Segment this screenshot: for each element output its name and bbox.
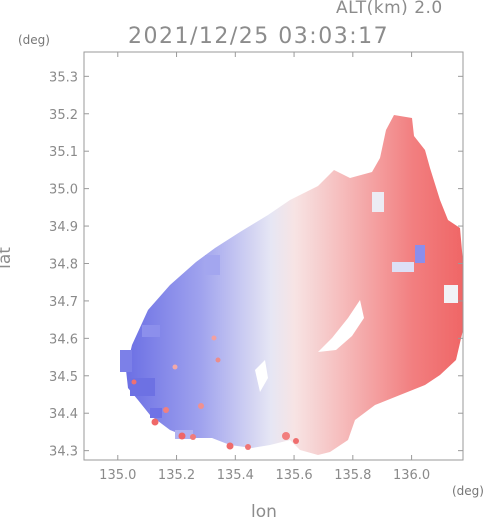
echo-spot <box>211 335 217 341</box>
x-tick-label: 135.4 <box>217 468 254 483</box>
y-tick-label: 34.5 <box>49 370 78 385</box>
echo-spot <box>282 432 290 440</box>
x-tick-label: 135.0 <box>99 468 136 483</box>
echo-gap <box>318 300 364 352</box>
echo-cell <box>392 262 414 272</box>
echo-spot <box>293 438 299 444</box>
y-tick-label: 34.7 <box>49 295 78 310</box>
echo-spot <box>151 418 159 426</box>
y-axis-unit: (deg) <box>18 33 50 47</box>
y-tick-label: 35.3 <box>49 70 78 85</box>
echo-cell <box>142 325 160 337</box>
timestamp-title: 2021/12/25 03:03:17 <box>128 24 390 49</box>
y-tick-label: 35.1 <box>49 145 78 160</box>
echo-gap <box>255 360 268 392</box>
y-tick-label: 34.8 <box>49 257 78 272</box>
altitude-label: ALT(km) 2.0 <box>336 0 443 18</box>
echo-cell <box>150 408 162 418</box>
echo-spot <box>215 357 221 363</box>
echo-spot <box>172 364 178 370</box>
y-tick-label: 35.0 <box>49 183 78 198</box>
echo-spot <box>190 434 196 440</box>
echo-spot <box>131 379 137 385</box>
echo-spot <box>226 442 234 450</box>
y-tick-label: 35.2 <box>49 108 78 123</box>
y-axis-ticks: 35.3 35.2 35.1 35.0 34.9 34.8 34.7 34.6 34.5 34.4… <box>49 70 463 460</box>
y-tick-label: 34.6 <box>49 332 78 347</box>
x-axis-label: lon <box>251 502 277 522</box>
y-tick-label: 34.9 <box>49 220 78 235</box>
echo-cell <box>444 285 458 303</box>
x-tick-label: 136.0 <box>393 468 430 483</box>
echo-region <box>126 115 463 455</box>
x-tick-label: 135.2 <box>158 468 195 483</box>
echo-spot <box>245 444 251 450</box>
echo-cell <box>120 350 132 372</box>
echo-gap <box>108 415 128 455</box>
y-tick-label: 34.3 <box>49 445 78 460</box>
echo-spot <box>178 432 186 440</box>
x-axis-unit: (deg) <box>452 484 484 498</box>
y-tick-label: 34.4 <box>49 407 78 422</box>
echo-cell <box>372 192 384 212</box>
x-axis-ticks: 135.0 135.2 135.4 135.6 135.8 136.0 <box>99 52 430 483</box>
echo-cell <box>415 245 425 263</box>
echo-cell <box>205 255 220 275</box>
plot-frame <box>83 51 464 461</box>
x-tick-label: 135.6 <box>275 468 312 483</box>
echo-field <box>108 115 463 455</box>
echo-spot <box>198 403 204 409</box>
echo-spot <box>163 407 169 413</box>
x-tick-label: 135.8 <box>334 468 371 483</box>
